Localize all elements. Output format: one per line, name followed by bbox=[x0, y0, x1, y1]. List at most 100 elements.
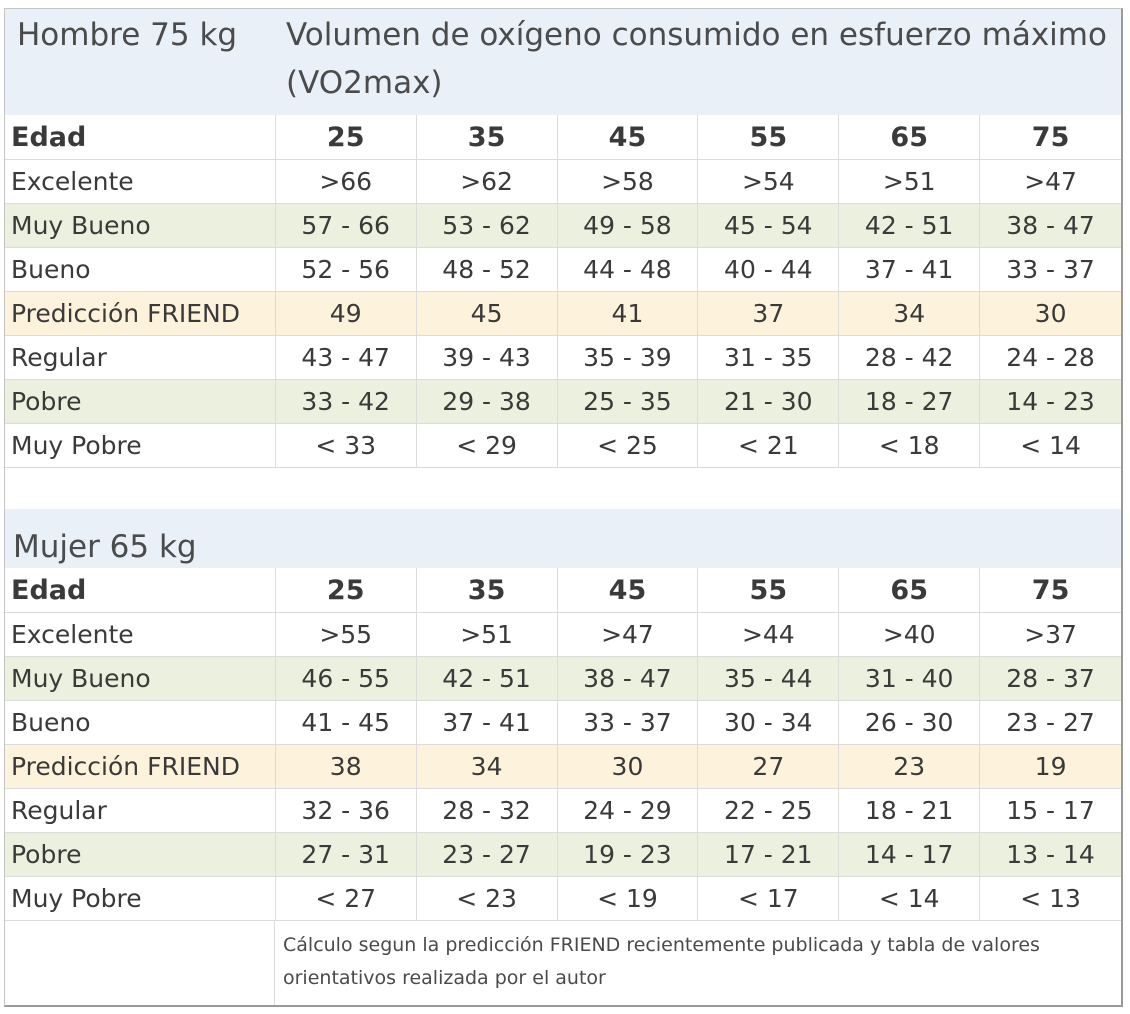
table-cell: 53 - 62 bbox=[415, 204, 557, 247]
table-cell: 34 bbox=[415, 745, 557, 788]
table-cell: 18 - 27 bbox=[838, 380, 979, 423]
table-cell: >47 bbox=[979, 160, 1121, 203]
row-label: Excelente bbox=[11, 167, 134, 196]
men-section-label: Hombre 75 kg bbox=[17, 17, 238, 53]
table-cell: 57 - 66 bbox=[274, 204, 416, 247]
age-header: 75 bbox=[979, 568, 1121, 612]
table-row: Predicción FRIEND 49 45 41 37 34 30 bbox=[5, 292, 1121, 336]
table-row: Muy Pobre < 33 < 29 < 25 < 21 < 18 < 14 bbox=[5, 424, 1121, 468]
table-cell: 30 bbox=[979, 292, 1121, 335]
table-cell: 34 bbox=[838, 292, 979, 335]
table-cell: >66 bbox=[274, 160, 416, 203]
table-cell: 37 - 41 bbox=[838, 248, 979, 291]
table-row: Muy Bueno 46 - 55 42 - 51 38 - 47 35 - 44 31 … bbox=[5, 657, 1121, 701]
women-section-label: Mujer 65 kg bbox=[5, 509, 1121, 568]
table-row: Excelente >55 >51 >47 >44 >40 >37 bbox=[5, 613, 1121, 657]
table-cell: 30 bbox=[556, 745, 698, 788]
row-label: Pobre bbox=[11, 840, 82, 869]
table-cell: 49 bbox=[274, 292, 416, 335]
age-header: 35 bbox=[415, 115, 557, 159]
footnote-row: Cálculo segun la predicción FRIEND recie… bbox=[5, 921, 1121, 1005]
table-row: Bueno 41 - 45 37 - 41 33 - 37 30 - 34 26 - 30… bbox=[5, 701, 1121, 745]
age-header-label: Edad bbox=[11, 574, 87, 606]
table-cell: 45 - 54 bbox=[697, 204, 838, 247]
table-cell: >44 bbox=[697, 613, 838, 656]
row-label: Muy Bueno bbox=[11, 664, 151, 693]
table-cell: 19 bbox=[979, 745, 1121, 788]
table-cell: 40 - 44 bbox=[697, 248, 838, 291]
table-row: Muy Bueno 57 - 66 53 - 62 49 - 58 45 - 54 42 … bbox=[5, 204, 1121, 248]
table-cell: 41 bbox=[556, 292, 698, 335]
table-cell: 46 - 55 bbox=[274, 657, 416, 700]
table-cell: 38 - 47 bbox=[556, 657, 698, 700]
age-header: 75 bbox=[979, 115, 1121, 159]
table-cell: 48 - 52 bbox=[415, 248, 557, 291]
vo2max-table: Hombre 75 kg Volumen de oxígeno consumid… bbox=[4, 8, 1123, 1007]
table-cell: 28 - 37 bbox=[979, 657, 1121, 700]
table-cell: 44 - 48 bbox=[556, 248, 698, 291]
table-cell: < 17 bbox=[697, 877, 838, 920]
row-label: Bueno bbox=[11, 255, 91, 284]
table-cell: 23 - 27 bbox=[415, 833, 557, 876]
table-row: Pobre 33 - 42 29 - 38 25 - 35 21 - 30 18 - 27… bbox=[5, 380, 1121, 424]
age-header: 25 bbox=[274, 568, 416, 612]
row-label: Bueno bbox=[11, 708, 91, 737]
table-cell: < 27 bbox=[274, 877, 416, 920]
table-cell: < 14 bbox=[838, 877, 979, 920]
row-label: Muy Pobre bbox=[11, 431, 142, 460]
table-cell: 23 - 27 bbox=[979, 701, 1121, 744]
table-row: Pobre 27 - 31 23 - 27 19 - 23 17 - 21 14 - 17… bbox=[5, 833, 1121, 877]
table-cell: >58 bbox=[556, 160, 698, 203]
table-cell: < 21 bbox=[697, 424, 838, 467]
table-cell: < 29 bbox=[415, 424, 557, 467]
table-cell: 22 - 25 bbox=[697, 789, 838, 832]
row-label: Pobre bbox=[11, 387, 82, 416]
footnote-spacer bbox=[5, 921, 275, 1005]
table-cell: 30 - 34 bbox=[697, 701, 838, 744]
table-cell: 45 bbox=[415, 292, 557, 335]
table-cell: 27 bbox=[697, 745, 838, 788]
table-cell: 35 - 39 bbox=[556, 336, 698, 379]
table-cell: < 25 bbox=[556, 424, 698, 467]
table-cell: >51 bbox=[415, 613, 557, 656]
table-cell: 39 - 43 bbox=[415, 336, 557, 379]
table-cell: 21 - 30 bbox=[697, 380, 838, 423]
table-cell: >62 bbox=[415, 160, 557, 203]
table-cell: >51 bbox=[838, 160, 979, 203]
table-cell: < 23 bbox=[415, 877, 557, 920]
table-cell: 27 - 31 bbox=[274, 833, 416, 876]
section-spacer bbox=[5, 468, 1121, 509]
table-cell: 29 - 38 bbox=[415, 380, 557, 423]
age-header: 65 bbox=[838, 115, 979, 159]
table-cell: 42 - 51 bbox=[838, 204, 979, 247]
age-header: 65 bbox=[838, 568, 979, 612]
table-cell: >37 bbox=[979, 613, 1121, 656]
age-header: 45 bbox=[556, 568, 698, 612]
table-cell: 33 - 42 bbox=[274, 380, 416, 423]
table-cell: < 13 bbox=[979, 877, 1121, 920]
age-header-label: Edad bbox=[11, 121, 87, 153]
table-row: Regular 43 - 47 39 - 43 35 - 39 31 - 35 28 - … bbox=[5, 336, 1121, 380]
age-header: 35 bbox=[415, 568, 557, 612]
table-cell: 31 - 40 bbox=[838, 657, 979, 700]
age-header: 25 bbox=[274, 115, 416, 159]
age-header: 55 bbox=[697, 568, 838, 612]
table-cell: 25 - 35 bbox=[556, 380, 698, 423]
table-cell: < 19 bbox=[556, 877, 698, 920]
row-label: Excelente bbox=[11, 620, 134, 649]
table-cell: 18 - 21 bbox=[838, 789, 979, 832]
table-cell: 19 - 23 bbox=[556, 833, 698, 876]
table-cell: 24 - 28 bbox=[979, 336, 1121, 379]
table-cell: < 33 bbox=[274, 424, 416, 467]
table-cell: >55 bbox=[274, 613, 416, 656]
table-cell: 14 - 17 bbox=[838, 833, 979, 876]
table-cell: 24 - 29 bbox=[556, 789, 698, 832]
table-row: Bueno 52 - 56 48 - 52 44 - 48 40 - 44 37 - 41… bbox=[5, 248, 1121, 292]
row-label: Regular bbox=[11, 796, 107, 825]
table-cell: 41 - 45 bbox=[274, 701, 416, 744]
table-cell: >47 bbox=[556, 613, 698, 656]
table-cell: 42 - 51 bbox=[415, 657, 557, 700]
table-cell: 38 bbox=[274, 745, 416, 788]
age-header: 45 bbox=[556, 115, 698, 159]
table-cell: 52 - 56 bbox=[274, 248, 416, 291]
